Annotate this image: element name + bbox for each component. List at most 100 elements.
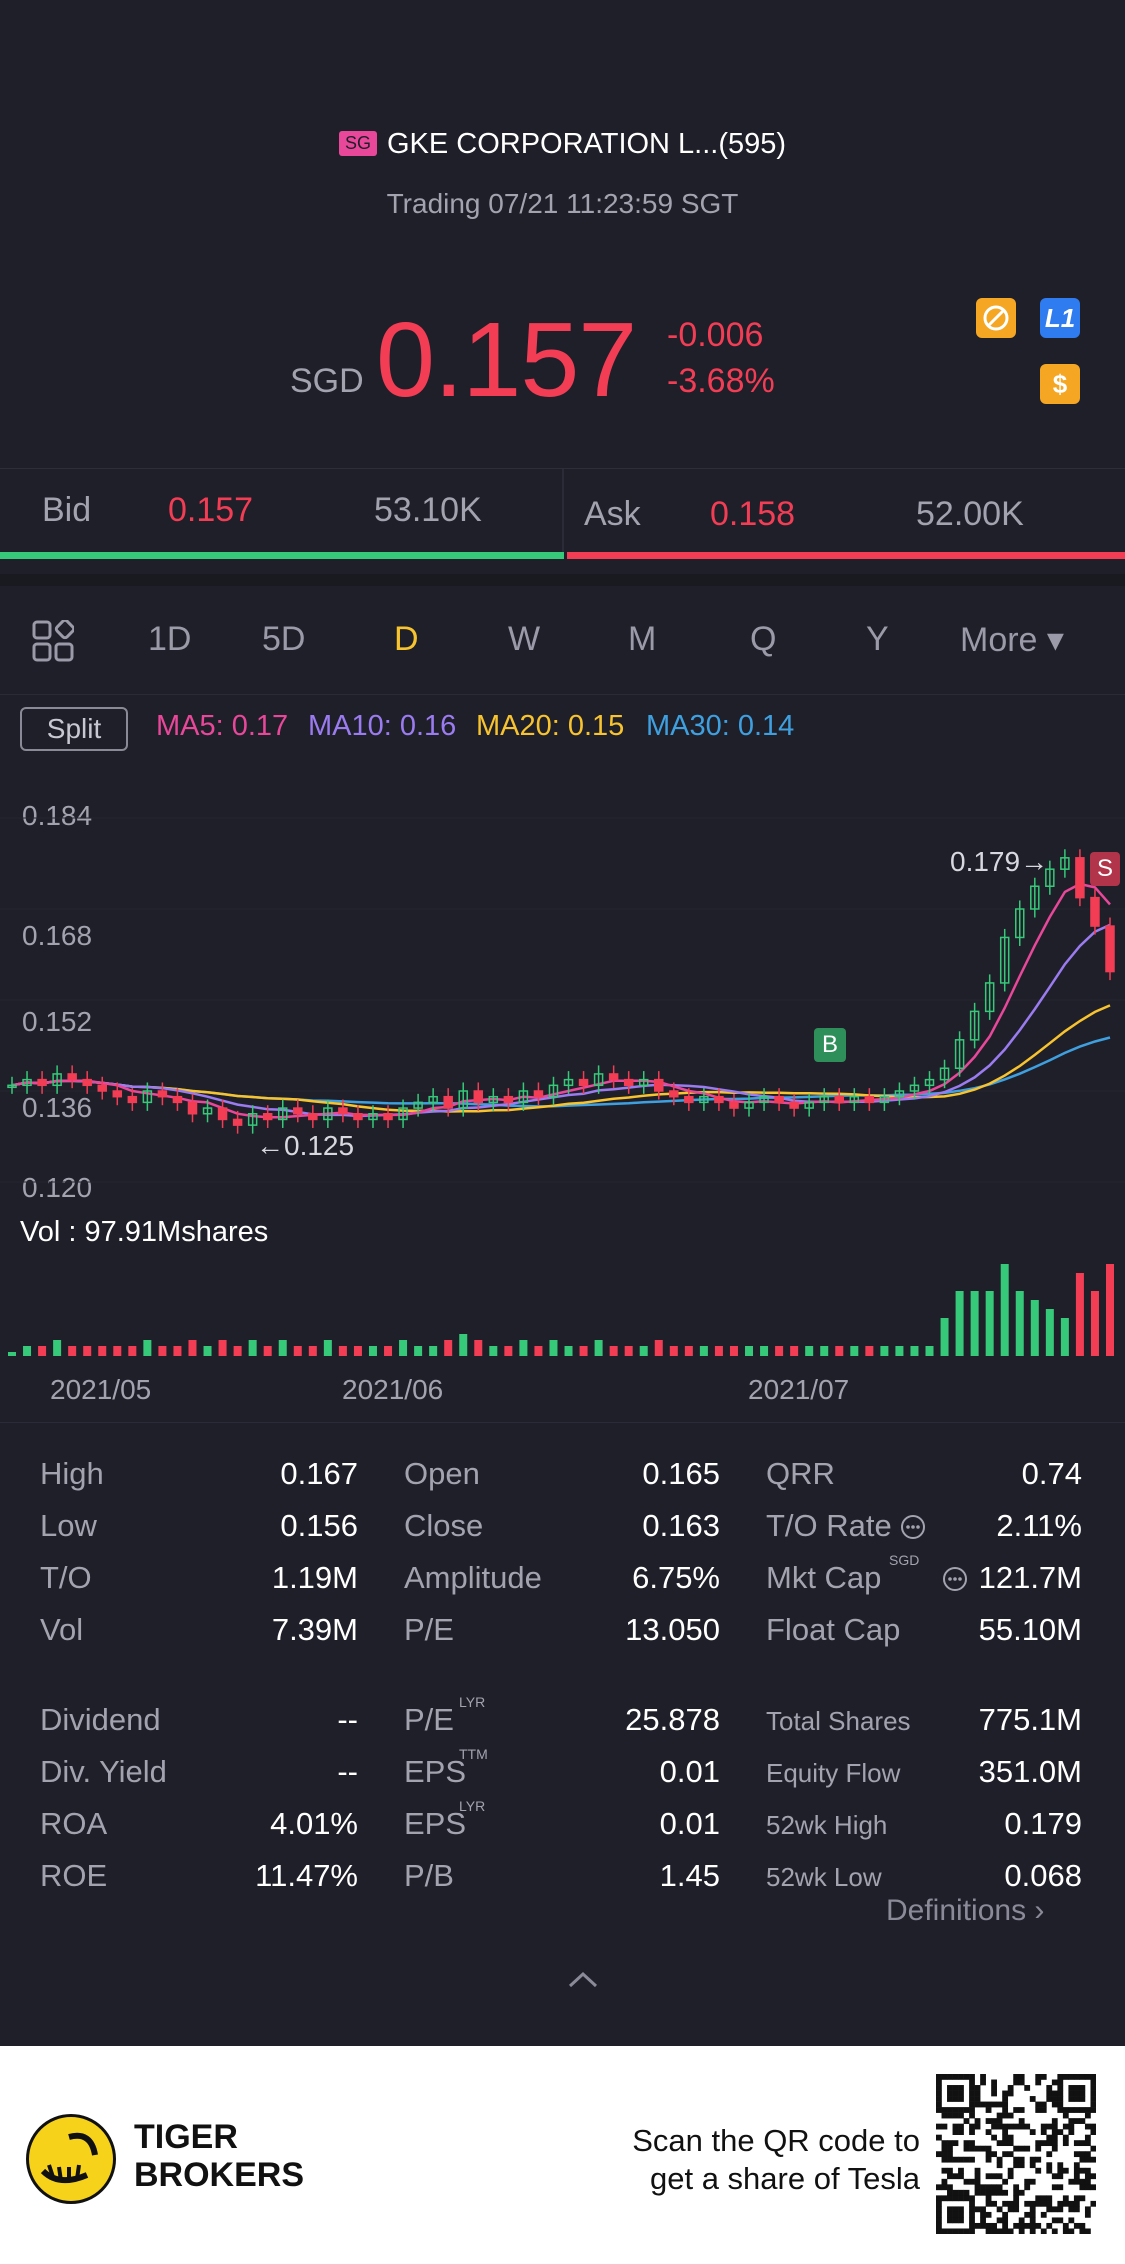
sell-marker[interactable]: S: [1090, 852, 1120, 886]
stat-value: 25.878: [625, 1702, 720, 1737]
stat-value: 0.163: [642, 1508, 720, 1543]
candle: [789, 1093, 799, 1117]
volume-bar: [654, 1340, 663, 1356]
stat-label: T/O Rate: [766, 1508, 892, 1543]
tab-monthly[interactable]: M: [628, 620, 657, 658]
volume-bar: [549, 1340, 558, 1356]
candle: [548, 1076, 559, 1106]
candle: [413, 1093, 423, 1117]
volume-bar: [985, 1291, 994, 1356]
volume-bar: [158, 1346, 167, 1356]
volume-bar: [293, 1346, 302, 1356]
candle: [819, 1088, 829, 1111]
tab-1d[interactable]: 1D: [148, 620, 192, 658]
candle: [759, 1088, 769, 1111]
volume-bar: [1106, 1264, 1114, 1356]
split-button[interactable]: Split: [20, 707, 128, 751]
volume-bar: [368, 1346, 377, 1356]
candle: [879, 1088, 890, 1111]
candle: [954, 1031, 965, 1077]
candle: [593, 1065, 604, 1094]
volume-bar: [1075, 1273, 1084, 1356]
candle: [97, 1076, 107, 1100]
bid-size: 53.10K: [374, 491, 482, 529]
info-icon[interactable]: [900, 1514, 926, 1545]
volume-bar: [233, 1346, 242, 1356]
stat-superscript: TTM: [459, 1746, 488, 1762]
bid-strength-bar: [0, 552, 564, 559]
buy-marker[interactable]: B: [814, 1028, 846, 1062]
tab-quarterly[interactable]: Q: [750, 620, 777, 658]
candle: [699, 1088, 709, 1111]
volume-bar: [910, 1346, 919, 1356]
candle: [82, 1071, 92, 1094]
candle: [262, 1105, 273, 1128]
ma10-label: MA10: 0.16: [308, 710, 457, 742]
candle: [353, 1105, 363, 1128]
level1-badge-icon[interactable]: L1: [1040, 298, 1080, 338]
candle: [1060, 849, 1070, 878]
stat-value: 0.167: [280, 1456, 358, 1491]
candle: [473, 1082, 484, 1111]
tab-yearly[interactable]: Y: [866, 620, 889, 658]
candle: [578, 1071, 589, 1094]
volume-bar: [790, 1346, 799, 1356]
candle: [654, 1071, 664, 1100]
candle: [563, 1071, 574, 1094]
volume-bar: [504, 1346, 513, 1356]
stat-label: EPS: [404, 1806, 467, 1841]
volume-bar: [188, 1340, 197, 1356]
volume-bar: [459, 1334, 468, 1356]
candle: [187, 1093, 198, 1123]
volume-bar: [53, 1340, 62, 1356]
candle: [1045, 860, 1055, 895]
price-chart[interactable]: [0, 780, 1125, 1200]
volume-bar: [925, 1346, 934, 1356]
market-badge: SG: [338, 131, 377, 156]
tab-5d[interactable]: 5D: [262, 620, 306, 658]
candle: [37, 1071, 47, 1094]
tabs-divider: [0, 694, 1125, 695]
dollar-badge-icon[interactable]: $: [1040, 364, 1080, 404]
no-shorting-icon[interactable]: [976, 298, 1016, 338]
volume-bar: [248, 1340, 257, 1356]
y-tick: 0.136: [22, 1092, 93, 1123]
bid-ask-divider: [562, 469, 564, 553]
candle: [909, 1076, 920, 1100]
y-tick: 0.168: [22, 920, 93, 951]
x-tick: 2021/05: [50, 1374, 152, 1405]
candle: [684, 1088, 694, 1111]
candle: [112, 1082, 123, 1106]
candle: [277, 1099, 288, 1128]
volume-bar: [38, 1346, 47, 1356]
chart-layout-icon[interactable]: [32, 618, 76, 667]
candle: [1075, 849, 1085, 907]
stat-label: Close: [404, 1508, 484, 1543]
candle: [127, 1088, 138, 1111]
candle: [669, 1082, 679, 1106]
volume-bar: [1045, 1309, 1054, 1356]
collapse-chevron-icon[interactable]: [566, 1968, 600, 1995]
bid-price: 0.157: [168, 491, 254, 529]
volume-bar: [203, 1346, 212, 1356]
volume-bar: [850, 1346, 859, 1356]
tab-daily[interactable]: D: [394, 620, 419, 658]
chart-divider: [0, 1422, 1125, 1423]
volume-chart[interactable]: [0, 1240, 1125, 1360]
candle: [894, 1082, 905, 1106]
tab-weekly[interactable]: W: [508, 620, 541, 658]
stat-value: 4.01%: [270, 1806, 358, 1841]
candle: [308, 1105, 318, 1128]
definitions-link[interactable]: Definitions ›: [886, 1894, 1045, 1927]
candle: [338, 1099, 348, 1123]
volume-bar: [323, 1340, 332, 1356]
stat-value: 11.47%: [255, 1858, 358, 1893]
info-icon[interactable]: [942, 1566, 968, 1597]
stat-value: 351.0M: [978, 1754, 1082, 1789]
qr-code: [936, 2074, 1096, 2234]
candle: [924, 1071, 935, 1094]
bid-ask-panel: Bid 0.157 53.10K Ask 0.158 52.00K: [0, 468, 1125, 561]
stat-label: 52wk High: [766, 1810, 888, 1840]
tab-more[interactable]: More ▾: [960, 621, 1064, 659]
volume-bar: [8, 1352, 16, 1356]
